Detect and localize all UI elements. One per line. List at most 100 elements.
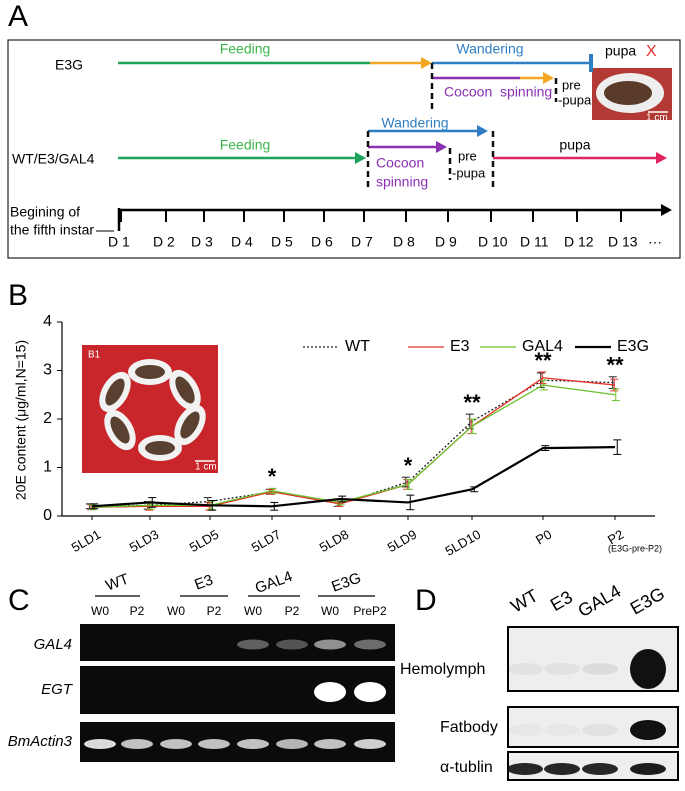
scale-label: 1 cm bbox=[195, 462, 217, 473]
day-label: D 3 bbox=[191, 234, 213, 250]
lane-label: PreP2 bbox=[353, 604, 387, 618]
blot-band bbox=[630, 720, 666, 740]
day-label: D 5 bbox=[271, 234, 293, 250]
day-label: D 12 bbox=[564, 234, 594, 250]
arrow-head bbox=[477, 125, 488, 137]
stage-label: -pupa bbox=[558, 92, 592, 107]
panel-label: A bbox=[8, 0, 28, 33]
x-tick-label: P2 bbox=[605, 527, 626, 548]
day-label: D 8 bbox=[393, 234, 415, 250]
gel bbox=[80, 624, 395, 661]
day-label: D 4 bbox=[231, 234, 253, 250]
gel-band bbox=[314, 682, 346, 702]
significance: ** bbox=[463, 390, 481, 415]
x-tick-label: 5LD10 bbox=[443, 527, 484, 559]
day-label: D 13 bbox=[608, 234, 638, 250]
timeline-label: Begining of bbox=[10, 204, 80, 220]
pupa bbox=[145, 441, 175, 455]
gel-row-label: EGT bbox=[41, 681, 74, 698]
day-label: D 6 bbox=[311, 234, 333, 250]
scale-label: 1 cm bbox=[646, 113, 668, 124]
panel-label: B bbox=[8, 279, 28, 312]
group-label: WT bbox=[103, 571, 131, 595]
panel-label: C bbox=[8, 584, 30, 617]
legend-label: E3 bbox=[450, 338, 470, 355]
y-tick-label: 1 bbox=[43, 459, 52, 476]
blot-band bbox=[544, 663, 580, 675]
pupa bbox=[135, 365, 165, 379]
gel-band bbox=[354, 639, 386, 650]
stage-label: -pupa bbox=[452, 165, 486, 180]
day-label: D 1 bbox=[108, 234, 130, 250]
stage-label: spinning bbox=[376, 174, 428, 190]
x-tick-label: 5LD9 bbox=[385, 527, 419, 556]
column-label: WT bbox=[507, 585, 541, 616]
significance: * bbox=[268, 464, 277, 489]
column-label: E3G bbox=[627, 583, 668, 618]
blot-band bbox=[507, 763, 543, 775]
gel-band bbox=[354, 739, 386, 749]
x-tick-label: 5LD3 bbox=[127, 527, 161, 556]
pupa-photo bbox=[592, 68, 672, 120]
pupa bbox=[180, 411, 200, 439]
pupa bbox=[105, 378, 125, 406]
lane-label: P2 bbox=[130, 604, 145, 618]
blot-band bbox=[582, 724, 618, 736]
x-tick-label: 5LD1 bbox=[69, 527, 103, 556]
blot-band bbox=[582, 763, 618, 775]
x-tick-label: P0 bbox=[533, 527, 554, 548]
pupa bbox=[110, 416, 130, 444]
group-label: GAL4 bbox=[253, 568, 295, 597]
series-line bbox=[91, 446, 616, 508]
gel-band bbox=[237, 739, 269, 749]
gel bbox=[80, 666, 395, 714]
lane-label: W0 bbox=[321, 604, 339, 618]
legend-label: WT bbox=[345, 338, 370, 355]
timeline-label: the fifth instar bbox=[10, 222, 94, 238]
lane-label: P2 bbox=[285, 604, 300, 618]
row-label: WT/E3/GAL4 bbox=[12, 151, 95, 167]
arrow-head bbox=[355, 152, 366, 164]
day-label: D 10 bbox=[478, 234, 508, 250]
category-note: (E3G-pre-P2) bbox=[608, 543, 662, 553]
row-label: E3G bbox=[55, 57, 83, 73]
blot-band bbox=[630, 649, 666, 689]
gel-band bbox=[84, 739, 116, 749]
mark-x: X bbox=[646, 43, 657, 60]
day-label: D 2 bbox=[153, 234, 175, 250]
stage-label: pupa bbox=[559, 137, 590, 153]
gel-band bbox=[354, 682, 386, 702]
y-tick-label: 2 bbox=[43, 410, 52, 427]
lane-label: W0 bbox=[167, 604, 185, 618]
blot-row-label: Fatbody bbox=[440, 719, 498, 736]
significance: ** bbox=[606, 353, 624, 378]
blot-row-label: Hemolymph bbox=[400, 661, 485, 678]
arrow-head bbox=[661, 204, 672, 216]
arrow-head bbox=[543, 72, 554, 84]
x-tick-label: 5LD5 bbox=[187, 527, 221, 556]
blot-band bbox=[582, 663, 618, 675]
stage-label: Feeding bbox=[220, 41, 271, 57]
pupa bbox=[175, 376, 195, 404]
stage-label: Cocoon spinning bbox=[444, 84, 552, 100]
series-line bbox=[91, 377, 616, 508]
stage-label: pre bbox=[458, 148, 477, 163]
day-label: D 9 bbox=[435, 234, 457, 250]
column-label: GAL4 bbox=[574, 581, 624, 621]
inset-label: B1 bbox=[88, 350, 101, 361]
blot-band bbox=[544, 763, 580, 775]
column-label: E3 bbox=[547, 587, 576, 615]
lane-label: W0 bbox=[244, 604, 262, 618]
blot-band bbox=[507, 724, 543, 736]
x-tick-label: 5LD7 bbox=[249, 527, 283, 556]
stage-label: pupa bbox=[605, 43, 636, 59]
x-tick-label: 5LD8 bbox=[317, 527, 351, 556]
timeline-ellipsis: ··· bbox=[648, 234, 662, 250]
gel-row-label: BmActin3 bbox=[8, 733, 73, 750]
gel-band bbox=[314, 739, 346, 749]
significance: ** bbox=[534, 348, 552, 373]
arrow-head bbox=[436, 141, 447, 153]
legend-label: GAL4 bbox=[522, 338, 563, 355]
panel-label: D bbox=[415, 584, 437, 617]
